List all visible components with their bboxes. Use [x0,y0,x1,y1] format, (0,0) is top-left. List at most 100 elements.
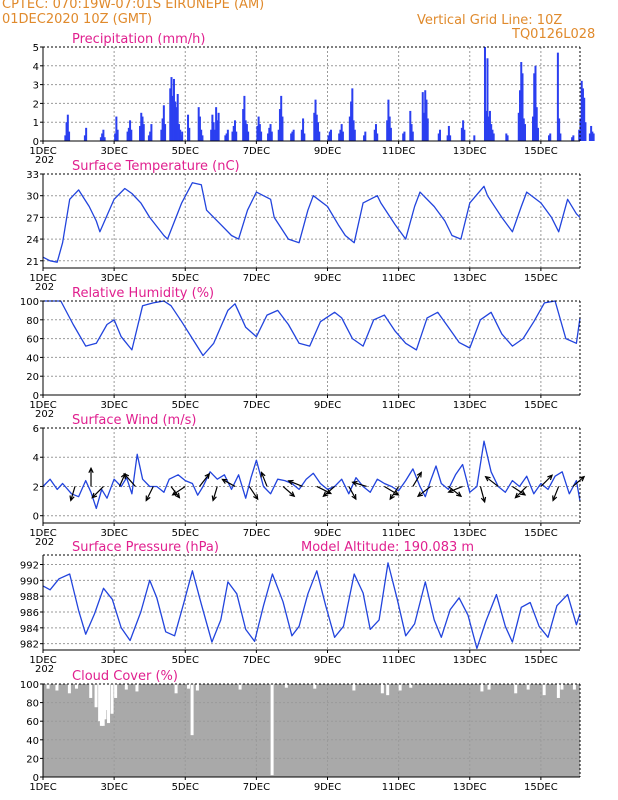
x-tick-label: 7DEC [243,273,270,284]
x-tick-label: 11DEC [382,146,416,157]
x-tick-label: 9DEC [314,146,341,157]
x-tick-label: 9DEC [314,655,341,666]
wind-vector [70,486,76,501]
precip-bar [350,101,353,141]
precip-bar [174,101,177,141]
precip-bar [130,129,133,141]
cloud-dip [67,683,71,694]
cloud-dip [46,683,50,689]
precip-bar [409,110,412,141]
precip-bar [83,135,86,141]
precip-bar [164,124,167,141]
y-tick-label: 40 [26,353,39,364]
precip-bar [519,90,522,141]
precip-bar [247,131,250,141]
precip-bar [426,118,429,141]
precip-bar [280,95,283,141]
precip-bar [85,127,88,141]
precip-bar [65,122,68,141]
precip-bar [187,114,190,141]
precip-bar [411,131,414,141]
wind-vector [485,476,499,487]
x-tick-label: 3DEC [100,273,127,284]
x-year-label: 202 [35,664,54,675]
precip-bar [373,129,376,141]
y-tick-label: 982 [20,640,39,651]
cloud-dip [284,683,288,688]
precip-bar [161,118,164,141]
x-tick-label: 15DEC [524,273,558,284]
precip-bar [114,133,117,141]
precip-bar [226,129,229,141]
x-tick-label: 1DEC [29,146,56,157]
wind-vector-head [416,491,424,498]
cloud-dip [98,683,102,722]
wind-vector [512,485,526,496]
precip-bar [291,131,294,141]
x-tick-label: 1DEC [29,400,56,411]
precip-bar [126,131,129,141]
precip-bar [578,129,581,141]
cloud-dip [55,683,59,691]
y-tick-label: 986 [20,608,39,619]
wind-vector-head [260,471,266,478]
x-tick-label: 13DEC [453,273,487,284]
x-tick-label: 11DEC [382,528,416,539]
precip-bar [353,129,356,141]
cloud-dip [386,683,390,696]
precip-bar [140,112,143,141]
wind-vector [552,486,560,501]
cloud-dip [556,683,560,698]
cloud-dip [560,683,564,690]
precip-bar [215,107,218,141]
precip-bar [341,131,344,141]
precip-bar [523,124,526,141]
x-tick-label: 15DEC [524,400,558,411]
wind-vector-head [171,490,178,496]
precip-bar [473,135,476,141]
wind-vector-head [253,494,259,501]
precip-bar [424,90,427,141]
precip-bar [171,95,174,141]
precip-bar [531,116,534,141]
precip-bar [533,73,536,141]
precip-bar [591,131,594,141]
x-tick-label: 9DEC [314,528,341,539]
wind-vector [91,486,104,499]
x-tick-label: 15DEC [524,146,558,157]
x-tick-label: 3DEC [100,400,127,411]
wind-vector-head [204,472,211,479]
precip-bar [488,110,491,141]
x-tick-label: 13DEC [453,528,487,539]
precip-bar [517,112,520,141]
wind-vector [172,485,186,496]
x-tick-label: 11DEC [382,273,416,284]
precip-bar [216,120,219,141]
precip-bar [162,105,165,141]
x-tick-label: 9DEC [314,273,341,284]
y-tick-label: 4 [33,62,39,73]
wind-vector [323,486,336,497]
wind-vector [118,473,126,487]
x-tick-label: 13DEC [453,146,487,157]
precip-bar [258,124,261,141]
wind-vector [199,473,210,487]
precip-bar [403,131,406,141]
cloud-dip [124,683,128,690]
x-tick-label: 13DEC [453,782,487,793]
x-tick-label: 3DEC [100,782,127,793]
panel-title: Surface Temperature (nC) [72,159,240,174]
model-altitude-note: Model Altitude: 190.083 m [301,540,474,555]
cloud-dip [195,683,199,691]
precip-bar [292,129,295,141]
wind-vector [479,486,486,503]
cloud-dip [99,683,103,726]
precip-bar [150,124,153,141]
wind-vector-head [547,474,554,481]
precip-bar [201,135,204,141]
precip-bar [64,135,67,141]
precip-bar [198,116,201,141]
precip-bar [449,135,452,141]
x-tick-label: 7DEC [243,400,270,411]
